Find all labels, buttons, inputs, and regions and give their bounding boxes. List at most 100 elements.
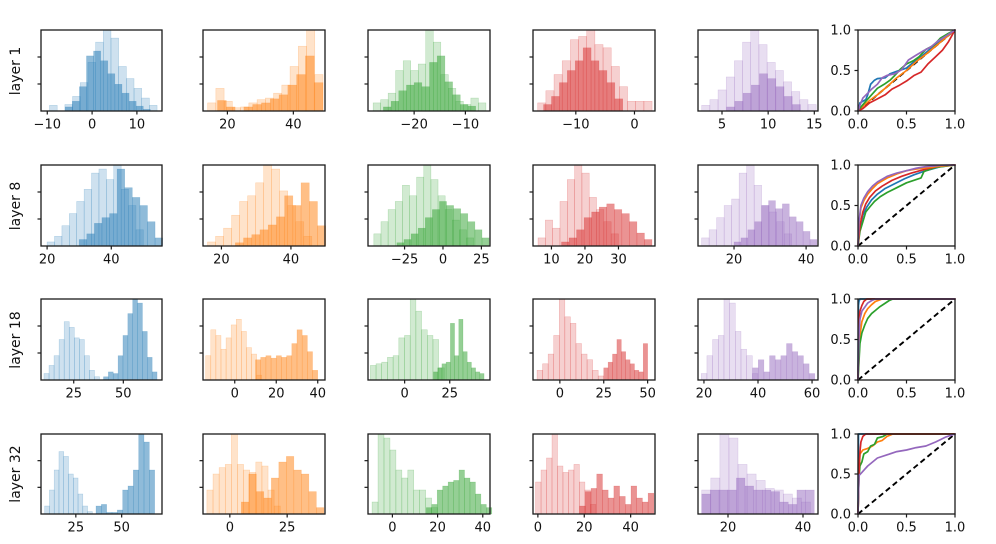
xtick-label-v: 40 xyxy=(622,521,639,536)
series-light-n xyxy=(205,319,262,381)
axes-spines-b xyxy=(202,29,326,112)
series-light-m xyxy=(43,321,100,381)
axes-spines-u xyxy=(367,433,491,515)
xtick-label-n: 20 xyxy=(268,387,285,402)
xtick-label-a: 10 xyxy=(129,118,146,133)
series-light-p xyxy=(536,298,604,381)
ytick-label-r: 1.0 xyxy=(830,293,851,308)
panel-f-roc-plot: 0.0 0.5 1.0 0.0 0.5 1.0 xyxy=(830,24,965,133)
xtick-label-i: −25 xyxy=(391,253,418,268)
series-dark-a xyxy=(64,50,151,112)
xtick-label-t: 0 xyxy=(226,521,234,536)
series-light-q xyxy=(700,298,759,381)
panel-c-histogram-plot: −20 −10 xyxy=(364,29,491,133)
series-dark-e xyxy=(726,73,801,112)
xtick-label-o: 0 xyxy=(400,387,408,402)
panel-v-histogram-plot: 0 20 40 xyxy=(529,433,656,536)
xtick-label-e: 15 xyxy=(806,118,823,133)
series-dark-b xyxy=(217,55,324,112)
ytick-label-x: 0.0 xyxy=(830,508,851,523)
roc-curve-green-r xyxy=(857,298,956,381)
axes-spines-e xyxy=(697,29,819,112)
xtick-label-f: 0.5 xyxy=(896,118,917,133)
xtick-label-g: 40 xyxy=(103,253,120,268)
xtick-label-j: 10 xyxy=(543,253,560,268)
panel-m-histogram-plot: 25 50 xyxy=(37,298,163,402)
xtick-label-g: 20 xyxy=(39,253,56,268)
axes-spines-i xyxy=(367,164,491,247)
xtick-label-r: 0.0 xyxy=(848,387,869,402)
roc-curve-purple-x xyxy=(857,433,956,515)
xtick-label-b: 20 xyxy=(219,118,236,133)
xtick-label-l: 0.5 xyxy=(896,253,917,268)
ytick-label-l: 1.0 xyxy=(830,159,851,174)
chance-diagonal-r xyxy=(857,298,956,381)
axes-spines-j xyxy=(532,164,656,247)
panel-n-histogram-plot: 0 20 40 xyxy=(199,298,326,402)
xtick-label-f: 0.0 xyxy=(848,118,869,133)
axes-spines-w xyxy=(697,433,819,515)
xtick-label-l: 1.0 xyxy=(945,253,966,268)
series-dark-d xyxy=(543,47,623,112)
xtick-label-w: 40 xyxy=(795,521,812,536)
series-light-u xyxy=(371,433,438,515)
xtick-label-u: 20 xyxy=(429,521,446,536)
xtick-label-r: 0.5 xyxy=(896,387,917,402)
ytick-label-f: 0.0 xyxy=(830,105,851,120)
panel-g-histogram-plot: 20 40 xyxy=(37,164,163,268)
series-dark-o xyxy=(433,319,485,381)
xtick-label-s: 50 xyxy=(113,521,130,536)
xtick-label-a: −10 xyxy=(34,118,61,133)
axes-spines-d xyxy=(532,29,656,112)
panel-i-histogram-plot: −25 0 25 xyxy=(364,164,491,268)
xtick-label-x: 1.0 xyxy=(945,521,966,536)
axes-spines-k xyxy=(697,164,819,247)
xtick-label-k: 20 xyxy=(726,253,743,268)
series-dark-j xyxy=(561,203,653,247)
series-dark-n xyxy=(255,329,318,381)
xtick-label-q: 60 xyxy=(804,387,821,402)
roc-curve-purple-f xyxy=(857,29,956,112)
series-dark-k xyxy=(733,200,818,247)
xtick-label-j: 20 xyxy=(577,253,594,268)
xtick-label-c: −20 xyxy=(400,118,427,133)
roc-curve-green-l xyxy=(857,164,956,247)
xtick-label-r: 1.0 xyxy=(945,387,966,402)
series-dark-s xyxy=(95,433,155,515)
roc-curve-purple-l xyxy=(857,164,956,247)
xtick-label-i: 25 xyxy=(473,253,490,268)
axes-spines-a xyxy=(40,29,163,112)
xtick-label-p: 25 xyxy=(595,387,612,402)
xtick-label-o: 25 xyxy=(441,387,458,402)
xtick-label-e: 10 xyxy=(760,118,777,133)
roc-curve-orange-f xyxy=(857,29,956,112)
panel-s-histogram-plot: 25 50 xyxy=(37,433,163,536)
xtick-label-d: −10 xyxy=(562,118,589,133)
series-dark-m xyxy=(103,298,158,381)
series-dark-p xyxy=(603,339,648,381)
xtick-label-h: 40 xyxy=(283,253,300,268)
panel-b-histogram-plot: 20 40 xyxy=(199,29,326,133)
axes-spines-c xyxy=(367,29,491,112)
panel-t-histogram-plot: 0 25 xyxy=(199,433,326,536)
xtick-label-n: 0 xyxy=(231,387,239,402)
series-light-o xyxy=(370,298,445,381)
xtick-label-e: 5 xyxy=(718,118,726,133)
axes-spines-h xyxy=(202,164,326,247)
xtick-label-u: 0 xyxy=(388,521,396,536)
panel-d-histogram-plot: −10 0 xyxy=(529,29,656,133)
xtick-label-a: 0 xyxy=(88,118,96,133)
panel-r-roc-plot: 0.0 0.5 1.0 0.0 0.5 1.0 xyxy=(830,293,966,402)
series-dark-v xyxy=(579,473,655,515)
xtick-label-m: 25 xyxy=(65,387,82,402)
ytick-label-r: 0.5 xyxy=(830,333,851,348)
chance-diagonal-x xyxy=(857,433,956,515)
xtick-label-m: 50 xyxy=(115,387,132,402)
axes-spines-o xyxy=(367,298,491,381)
xtick-label-v: 0 xyxy=(534,521,542,536)
ytick-label-l: 0.5 xyxy=(830,199,851,214)
panel-o-histogram-plot: 0 25 xyxy=(364,298,491,402)
axes-spines-m xyxy=(40,298,163,381)
panel-k-histogram-plot: 20 40 xyxy=(694,164,819,268)
series-dark-w xyxy=(701,477,815,515)
